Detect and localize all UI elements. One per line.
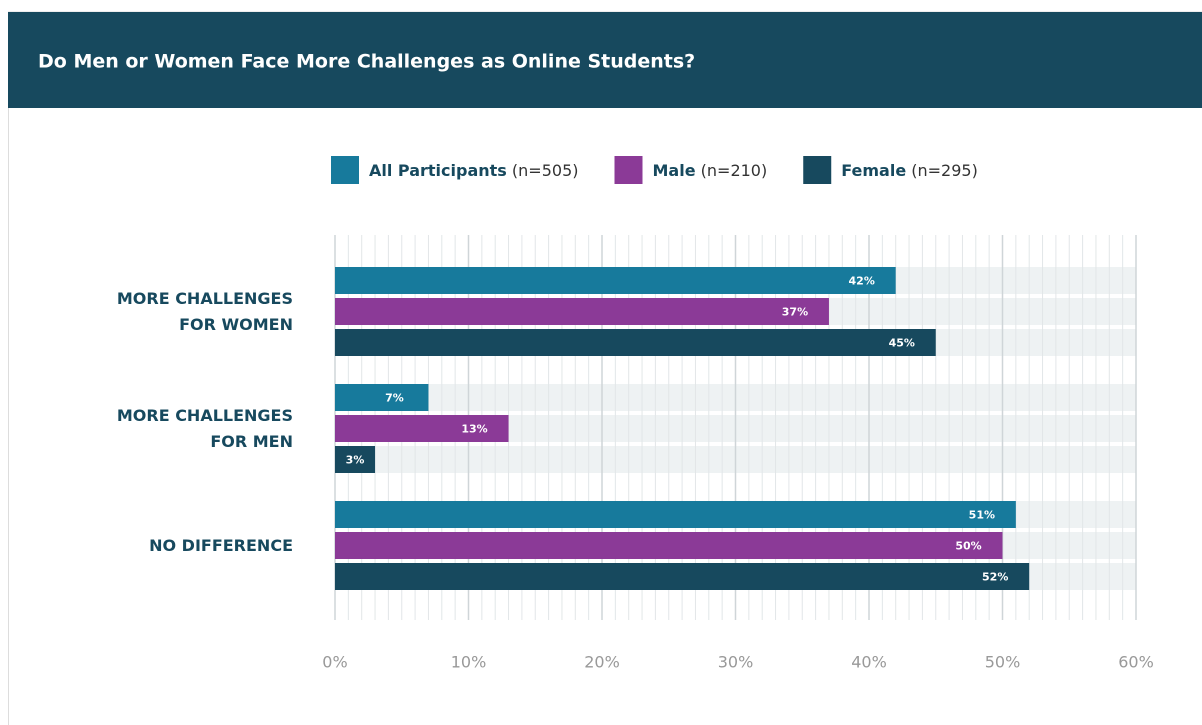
category-label: NO DIFFERENCE: [149, 535, 293, 555]
value-label: 50%: [955, 540, 981, 553]
bar: [335, 329, 936, 356]
bar: [335, 532, 1003, 559]
bar: [335, 446, 376, 473]
x-tick-label: 30%: [718, 653, 754, 672]
bar: [335, 267, 896, 294]
bar: [335, 415, 509, 442]
category-label: MORE CHALLENGES FOR WOMEN: [116, 288, 293, 334]
value-label: 52%: [982, 571, 1008, 584]
bar: [335, 501, 1016, 528]
x-tick-label: 20%: [584, 653, 620, 672]
legend-swatch: [331, 156, 359, 184]
legend-label: All Participants (n=505): [369, 161, 579, 180]
legend-sample: (n=210): [701, 161, 768, 180]
value-label: 13%: [461, 423, 487, 436]
category-label: MORE CHALLENGES FOR MEN: [116, 405, 293, 451]
chart-title: Do Men or Women Face More Challenges as …: [38, 51, 695, 73]
x-tick-label: 10%: [451, 653, 487, 672]
legend-label: Male (n=210): [653, 161, 768, 180]
value-label: 37%: [782, 306, 808, 319]
value-label: 7%: [385, 392, 404, 405]
legend-swatch: [803, 156, 832, 184]
bar: [335, 563, 1030, 590]
legend-sample: (n=295): [911, 161, 978, 180]
x-tick-label: 40%: [851, 653, 887, 672]
value-label: 3%: [346, 454, 365, 467]
bar: [335, 298, 829, 325]
x-tick-label: 60%: [1118, 653, 1154, 672]
bar: [335, 384, 429, 411]
value-label: 51%: [969, 509, 995, 522]
legend-name: Male: [653, 161, 696, 180]
card-border: [8, 11, 1202, 725]
value-label: 45%: [889, 337, 915, 350]
legend-sample: (n=505): [512, 161, 579, 180]
legend-name: Female: [841, 161, 906, 180]
value-label: 42%: [849, 275, 875, 288]
legend-label: Female (n=295): [841, 161, 978, 180]
x-tick-label: 50%: [985, 653, 1021, 672]
legend-swatch: [614, 156, 643, 184]
header: [8, 12, 1202, 108]
x-tick-label: 0%: [322, 653, 347, 672]
legend-name: All Participants: [369, 161, 507, 180]
